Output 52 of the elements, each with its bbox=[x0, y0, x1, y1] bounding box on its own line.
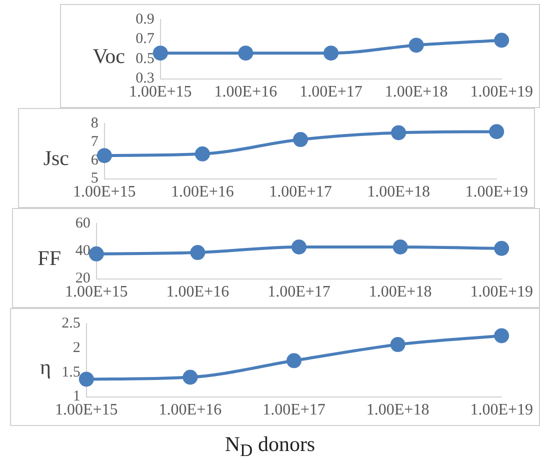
x-tick-label: 1.00E+18 bbox=[368, 284, 432, 301]
y-tick-label: 7 bbox=[90, 134, 99, 150]
x-tick-label: 1.00E+18 bbox=[366, 402, 430, 419]
x-tick-label: 1.00E+17 bbox=[262, 402, 326, 419]
x-tick-label: 1.00E+16 bbox=[158, 402, 222, 419]
y-tick-label: 0.5 bbox=[136, 50, 154, 67]
point bbox=[238, 46, 254, 61]
y-tick-label: 60 bbox=[75, 215, 90, 232]
y-tick-label: 2 bbox=[72, 340, 80, 356]
y-tick-label: 6 bbox=[90, 152, 99, 168]
y-axis-title: FF bbox=[36, 246, 61, 270]
point bbox=[190, 245, 206, 260]
point bbox=[390, 337, 406, 352]
x-tick-label: 1.00E+18 bbox=[367, 184, 430, 201]
y-tick-label: 0.7 bbox=[136, 31, 155, 48]
y-tick-label: 40 bbox=[75, 243, 90, 260]
point bbox=[152, 46, 168, 61]
x-tick-label: 1.00E+17 bbox=[269, 184, 332, 201]
y-tick-label: 0.9 bbox=[136, 11, 154, 28]
point bbox=[182, 370, 198, 385]
x-tick-label: 1.00E+19 bbox=[470, 284, 533, 301]
point bbox=[408, 38, 424, 53]
point bbox=[292, 240, 306, 255]
point bbox=[392, 240, 408, 255]
x-axis-title: N$_{D}$ donors bbox=[224, 432, 316, 462]
point bbox=[324, 46, 338, 61]
point bbox=[194, 146, 210, 162]
y-axis-title: η bbox=[39, 354, 51, 380]
point bbox=[88, 246, 104, 262]
x-tick-label: 1.00E+19 bbox=[470, 402, 533, 419]
point bbox=[78, 372, 94, 387]
point bbox=[96, 148, 112, 164]
y-tick-label: 8 bbox=[90, 115, 98, 132]
x-tick-label: 1.00E+17 bbox=[268, 284, 330, 301]
x-tick-label: 1.00E+17 bbox=[300, 84, 362, 101]
point bbox=[293, 132, 308, 148]
x-tick-label: 1.00E+16 bbox=[214, 84, 278, 101]
x-tick-label: 1.00E+16 bbox=[171, 184, 234, 201]
point bbox=[494, 240, 510, 256]
point bbox=[391, 125, 406, 140]
point bbox=[494, 32, 510, 48]
y-axis-title: Jsc bbox=[42, 146, 69, 170]
x-tick-label: 1.00E+16 bbox=[166, 284, 230, 301]
point bbox=[489, 124, 504, 140]
y-tick-label: 2.5 bbox=[62, 315, 80, 332]
x-tick-label: 1.00E+19 bbox=[470, 84, 533, 101]
y-axis-title: Voc bbox=[92, 44, 125, 68]
x-tick-label: 1.00E+19 bbox=[465, 184, 528, 201]
x-tick-label: 1.00E+18 bbox=[384, 84, 448, 101]
point bbox=[494, 328, 510, 344]
point bbox=[286, 353, 302, 368]
y-tick-label: 1.5 bbox=[62, 364, 80, 380]
